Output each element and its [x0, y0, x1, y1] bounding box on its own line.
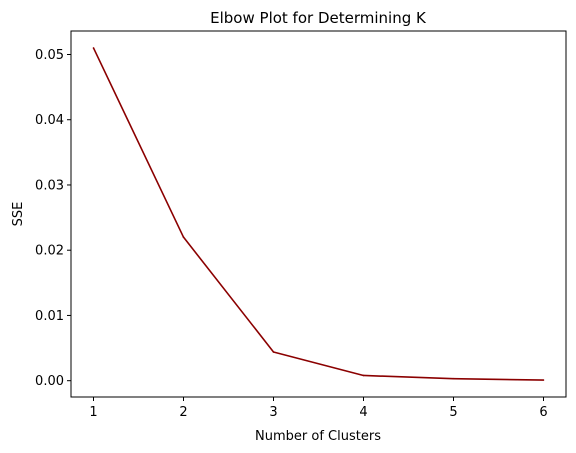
y-axis-label: SSE	[11, 202, 26, 227]
x-tick-label: 3	[269, 405, 277, 420]
data-point	[543, 379, 545, 381]
x-tick-label: 2	[179, 405, 187, 420]
y-tick-label: 0.00	[35, 374, 64, 389]
series-layer	[93, 47, 545, 381]
data-point	[453, 378, 455, 380]
y-tick-label: 0.05	[35, 48, 64, 63]
y-tick-label: 0.01	[35, 309, 64, 324]
x-tick-label: 4	[359, 405, 367, 420]
x-tick-label: 5	[449, 405, 457, 420]
plot-area	[71, 31, 566, 397]
data-point	[183, 236, 185, 238]
data-point	[363, 375, 365, 377]
x-axis-ticks: 1 2 3 4 5 6	[89, 397, 547, 420]
y-axis-ticks: 0.00 0.01 0.02 0.03 0.04 0.05	[35, 48, 71, 389]
y-tick-label: 0.03	[35, 178, 64, 193]
y-tick-label: 0.02	[35, 244, 64, 259]
x-tick-label: 1	[89, 405, 97, 420]
y-tick-label: 0.04	[35, 113, 64, 128]
chart-title: Elbow Plot for Determining K	[210, 9, 427, 27]
data-point	[273, 351, 275, 353]
data-point	[93, 47, 95, 49]
x-tick-label: 6	[539, 405, 547, 420]
series-line	[94, 48, 544, 380]
x-axis-label: Number of Clusters	[255, 429, 381, 444]
